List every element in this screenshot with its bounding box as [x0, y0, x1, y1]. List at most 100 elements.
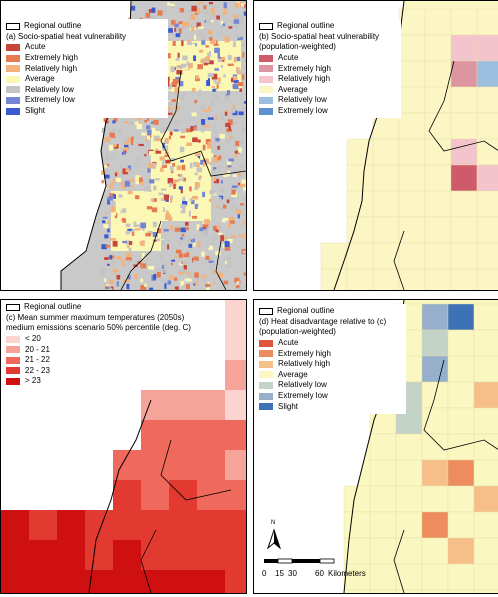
legend-d: Regional outline (d) Heat disadvantage r…: [256, 304, 406, 414]
legend-swatch: [6, 65, 20, 73]
legend-item: Acute: [259, 53, 398, 64]
legend-item: Slight: [259, 401, 403, 412]
map-panel-d: Regional outline (d) Heat disadvantage r…: [253, 299, 498, 594]
legend-b: Regional outline (b) Socio-spatial heat …: [256, 19, 401, 119]
legend-swatch: [6, 335, 20, 343]
legend-swatch: [259, 403, 273, 411]
legend-outline-row: Regional outline: [6, 302, 202, 313]
legend-item-label: Extremely high: [278, 348, 331, 358]
legend-title-line-1: (a) Socio-spatial heat vulnerability: [6, 31, 127, 41]
legend-swatch: [259, 54, 273, 62]
legend-title-line-1: (d) Heat disadvantage relative to (c): [259, 316, 387, 326]
scale-tick-15: 15: [275, 569, 284, 578]
north-arrow-icon: [266, 528, 282, 550]
legend-swatch: [6, 377, 20, 385]
legend-item: Extremely low: [6, 95, 165, 106]
legend-item-label: Relatively low: [278, 380, 327, 390]
legend-item-label: Extremely high: [278, 63, 331, 73]
legend-item: Average: [259, 85, 398, 96]
legend-c: Regional outline (c) Mean summer maximum…: [3, 300, 205, 389]
legend-item-label: Slight: [278, 401, 299, 411]
legend-title-line-2: medium emissions scenario 50% percentile…: [6, 323, 191, 333]
legend-outline-label: Regional outline: [277, 306, 335, 316]
legend-item: Average: [6, 74, 165, 85]
legend-item: Relatively low: [259, 95, 398, 106]
map-panel-c: Regional outline (c) Mean summer maximum…: [0, 299, 247, 594]
legend-item-label: < 20: [25, 334, 41, 344]
outline-swatch: [6, 22, 20, 30]
legend-swatch: [6, 75, 20, 83]
legend-swatch: [259, 381, 273, 389]
legend-swatch: [259, 86, 273, 94]
legend-item: 21 - 22: [6, 355, 202, 366]
legend-item-label: Acute: [25, 42, 46, 52]
legend-item-label: Extremely low: [278, 391, 328, 401]
legend-swatch: [6, 86, 20, 94]
legend-item-label: > 23: [25, 376, 41, 386]
outline-swatch: [6, 303, 20, 311]
map-panel-b: Regional outline (b) Socio-spatial heat …: [253, 0, 498, 291]
legend-a: Regional outline (a) Socio-spatial heat …: [3, 19, 168, 119]
legend-swatch: [259, 75, 273, 83]
legend-swatch: [259, 371, 273, 379]
legend-item: 20 - 21: [6, 344, 202, 355]
legend-title-line-1: (c) Mean summer maximum temperatures (20…: [6, 312, 185, 322]
scale-tick-0: 0: [262, 569, 267, 578]
legend-swatch: [6, 346, 20, 354]
legend-item-label: 22 - 23: [25, 365, 50, 375]
legend-item-label: Extremely low: [25, 95, 75, 105]
legend-swatch: [259, 360, 273, 368]
legend-item-label: Relatively low: [278, 95, 327, 105]
legend-title-line-1: (b) Socio-spatial heat vulnerability: [259, 31, 380, 41]
legend-item-label: Average: [25, 74, 55, 84]
legend-swatch: [6, 54, 20, 62]
legend-item-label: Acute: [278, 53, 299, 63]
legend-item: Acute: [259, 338, 403, 349]
legend-swatch: [6, 96, 20, 104]
legend-outline-row: Regional outline: [259, 21, 398, 32]
legend-item: 22 - 23: [6, 366, 202, 377]
legend-item: Relatively low: [259, 380, 403, 391]
legend-item: Slight: [6, 106, 165, 117]
scale-tick-30: 30: [288, 569, 297, 578]
legend-item-label: Relatively high: [25, 63, 78, 73]
legend-outline-label: Regional outline: [24, 302, 82, 312]
legend-item-label: Relatively high: [278, 74, 331, 84]
legend-item: Relatively high: [6, 63, 165, 74]
legend-item-label: 20 - 21: [25, 344, 50, 354]
map-panel-a: Regional outline (a) Socio-spatial heat …: [0, 0, 247, 291]
legend-item-label: Acute: [278, 338, 299, 348]
legend-swatch: [6, 107, 20, 115]
legend-swatch: [259, 65, 273, 73]
legend-outline-row: Regional outline: [259, 306, 403, 317]
legend-title-line-2: (population-weighted): [259, 327, 336, 337]
legend-title-line-2: (population-weighted): [259, 42, 336, 52]
legend-item-label: 21 - 22: [25, 355, 50, 365]
legend-item: Extremely high: [259, 348, 403, 359]
legend-swatch: [259, 339, 273, 347]
legend-item-label: Extremely high: [25, 53, 78, 63]
legend-items: < 20 20 - 21 21 - 22 22 - 23 > 23: [6, 334, 202, 387]
legend-item: Average: [259, 370, 403, 381]
legend-swatch: [259, 350, 273, 358]
outline-swatch: [259, 307, 273, 315]
legend-item-label: Average: [278, 84, 308, 94]
legend-item: Relatively high: [259, 359, 403, 370]
legend-item: Extremely high: [259, 63, 398, 74]
scale-unit: Kilometers: [328, 569, 366, 578]
legend-item-label: Relatively low: [25, 84, 74, 94]
legend-items: Acute Extremely high Relatively high Averag…: [259, 53, 398, 117]
legend-item-label: Relatively high: [278, 359, 331, 369]
legend-swatch: [259, 107, 273, 115]
legend-item: > 23: [6, 376, 202, 387]
legend-swatch: [6, 43, 20, 51]
legend-swatch: [6, 367, 20, 375]
legend-item: Acute: [6, 42, 165, 53]
legend-item: < 20: [6, 334, 202, 345]
legend-item-label: Average: [278, 369, 308, 379]
scale-bar: [264, 558, 335, 564]
legend-item: Relatively high: [259, 74, 398, 85]
legend-item: Extremely low: [259, 106, 398, 117]
legend-items: Acute Extremely high Relatively high Averag…: [6, 42, 165, 116]
legend-items: Acute Extremely high Relatively high Averag…: [259, 338, 403, 412]
